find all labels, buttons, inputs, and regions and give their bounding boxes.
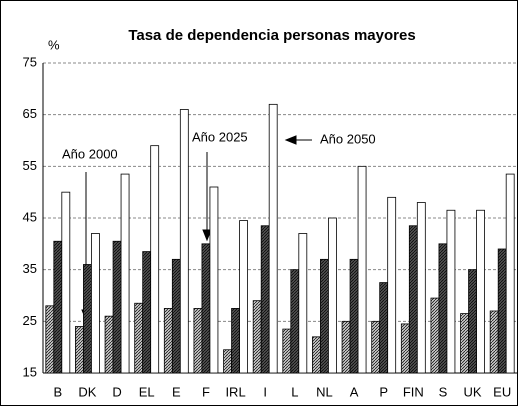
bar [505,173,515,374]
bar [45,305,55,374]
bar [134,302,144,374]
bar [476,209,485,374]
y-tick-label: 35 [23,261,37,276]
bar [112,240,122,374]
annotation: Año 2025 [192,129,248,144]
bar [357,165,367,374]
bar [83,264,92,374]
x-tick-label: DK [78,384,96,399]
bar [223,349,232,374]
bar [400,323,410,374]
bar [231,308,240,374]
bar [91,233,100,374]
annotation: Año 2000 [62,146,118,161]
x-tick-label: F [202,384,210,399]
bar [341,320,351,374]
bar [387,196,397,374]
y-tick-label: 45 [23,209,37,224]
bar [252,300,262,374]
bar [438,243,448,374]
x-tick-label: EL [139,384,155,399]
annotation: Año 2050 [320,131,376,146]
bar [193,308,203,374]
x-tick-label: IRL [225,384,245,399]
chart-title: Tasa de dependencia personas mayores [128,27,415,44]
x-tick-label: L [291,384,298,399]
bar [416,202,426,374]
x-tick-label: B [53,384,62,399]
bar [468,269,477,374]
bar [75,326,84,374]
bar [282,328,292,374]
x-tick-label: S [439,384,448,399]
y-tick-label: 55 [23,158,37,173]
bar [61,191,71,374]
y-tick-label: 25 [23,313,37,328]
y-tick-label: 65 [23,106,37,121]
bar [430,297,440,374]
bar [489,310,499,374]
bar [408,225,418,374]
y-axis-label: % [48,37,60,52]
x-tick-label: A [350,384,359,399]
bar [120,173,130,374]
x-tick-label: UK [464,384,482,399]
x-tick-label: EU [493,384,511,399]
y-tick-label: 15 [23,364,37,379]
bar [179,109,189,374]
bar [312,336,321,374]
bar [209,186,219,374]
x-tick-label: E [172,384,181,399]
bar [239,220,248,374]
bar [371,320,381,374]
arrow-head [202,229,212,242]
bar [171,258,181,374]
x-tick-label: NL [316,384,333,399]
bar [163,308,173,374]
x-tick-label: FIN [403,384,424,399]
x-tick-label: D [112,384,121,399]
bar [446,209,456,374]
bar [349,258,359,374]
bar [201,243,211,374]
bar [328,217,337,374]
bar [260,225,270,374]
arrow-head [284,135,297,145]
y-tick-label: 75 [23,54,37,69]
x-tick-label: I [263,384,267,399]
bar [53,240,63,374]
bar [290,269,300,374]
bar [497,248,507,374]
bar [268,103,278,374]
bar [142,251,152,374]
bar [379,282,389,374]
x-tick-label: P [379,384,388,399]
bar [460,313,469,374]
bar [320,258,329,374]
bar [150,145,160,374]
bar [298,233,308,374]
bar [104,315,114,374]
